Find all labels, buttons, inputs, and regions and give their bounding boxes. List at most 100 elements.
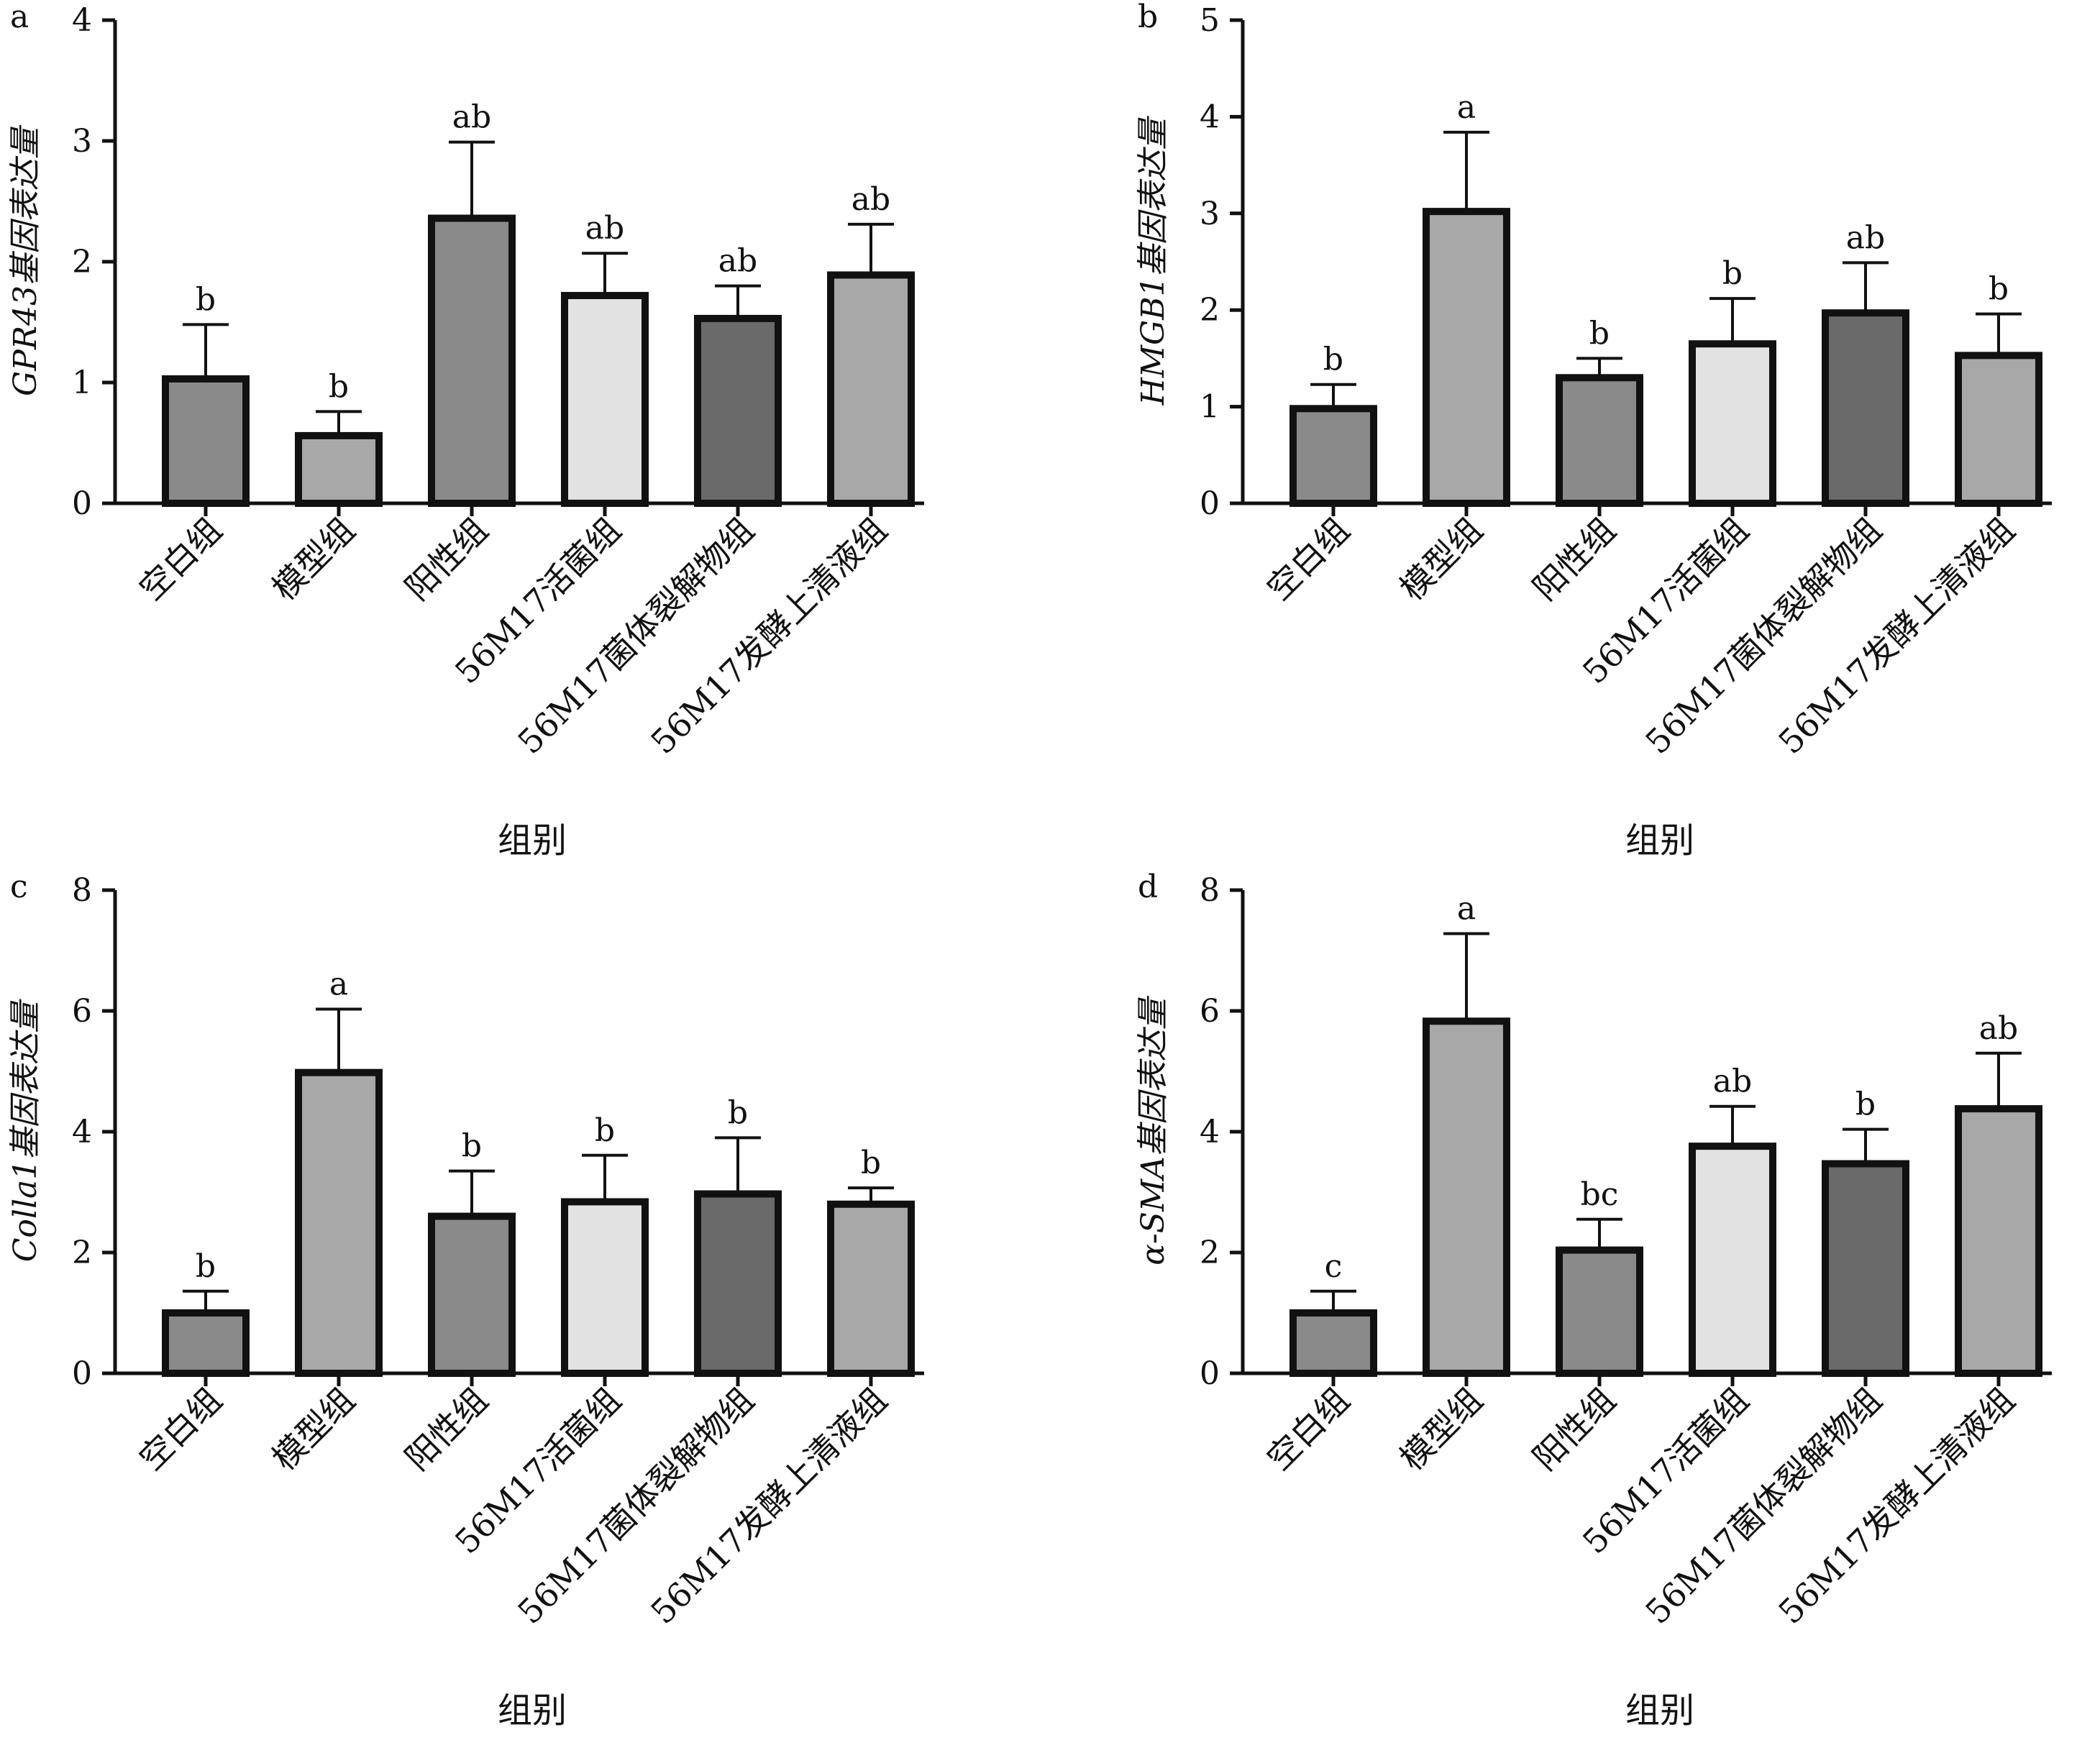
- significance-label: b: [1589, 315, 1610, 352]
- x-tick-label: 阳性组: [1525, 1380, 1623, 1478]
- significance-label: b: [1989, 271, 2009, 308]
- significance-label: b: [196, 281, 216, 318]
- chart-panel-c: c02468Colla1基因表达量b空白组a模型组b阳性组b56M17活菌组b5…: [7, 869, 924, 1731]
- significance-label: ab: [1846, 219, 1885, 256]
- x-tick-label: 空白组: [1259, 510, 1357, 608]
- panel-letter: b: [1138, 0, 1158, 35]
- bar: [1822, 1160, 1909, 1377]
- bar: [827, 1200, 915, 1377]
- x-tick-label: 空白组: [132, 1380, 229, 1478]
- significance-label: ab: [452, 99, 491, 136]
- bar: [1289, 405, 1377, 508]
- significance-label: b: [329, 368, 349, 405]
- y-axis-label: HMGB1基因表达量: [1135, 116, 1172, 406]
- bar: [694, 314, 782, 507]
- x-tick-label: 56M17发酵上清液组: [643, 1380, 894, 1631]
- x-tick-label: 模型组: [265, 1380, 362, 1478]
- y-tick-label: 2: [1200, 292, 1220, 329]
- y-tick-label: 0: [72, 1355, 92, 1392]
- y-tick-label: 4: [1200, 1114, 1220, 1150]
- significance-label: ab: [585, 210, 624, 247]
- y-tick-label: 3: [72, 123, 92, 160]
- y-tick-label: 6: [1200, 993, 1220, 1030]
- x-tick-label: 模型组: [265, 510, 362, 608]
- significance-label: b: [861, 1145, 881, 1181]
- y-tick-label: 3: [1200, 196, 1220, 232]
- significance-label: b: [196, 1248, 216, 1285]
- y-axis-label: GPR43基因表达量: [7, 124, 44, 396]
- significance-label: ab: [1713, 1063, 1752, 1100]
- y-tick-label: 1: [72, 365, 92, 401]
- bar: [295, 431, 383, 507]
- y-tick-label: 0: [1200, 1355, 1220, 1392]
- y-axis-label: Colla1基因表达量: [7, 999, 44, 1263]
- x-tick-label: 空白组: [1259, 1380, 1357, 1478]
- bar: [295, 1068, 383, 1377]
- x-tick-label: 56M17菌体裂解物组: [510, 1380, 761, 1631]
- x-tick-label: 56M17菌体裂解物组: [1638, 510, 1889, 761]
- bar: [1423, 208, 1510, 507]
- x-tick-label: 空白组: [132, 510, 229, 608]
- x-tick-label: 阳性组: [1525, 510, 1623, 608]
- x-tick-label: 56M17发酵上清液组: [643, 510, 894, 761]
- bar: [827, 271, 915, 507]
- bar: [1289, 1309, 1377, 1377]
- x-tick-label: 阳性组: [398, 510, 496, 608]
- panel-letter: c: [10, 869, 28, 905]
- x-axis-label: 组别: [498, 820, 567, 861]
- y-tick-label: 5: [1200, 2, 1220, 39]
- significance-label: bc: [1581, 1176, 1619, 1213]
- y-tick-label: 8: [1200, 872, 1220, 909]
- y-tick-label: 0: [1200, 485, 1220, 522]
- significance-label: a: [1457, 890, 1476, 927]
- x-tick-label: 阳性组: [398, 1380, 496, 1478]
- y-tick-label: 4: [1200, 99, 1220, 135]
- significance-label: ab: [718, 243, 757, 280]
- y-tick-label: 2: [1200, 1235, 1220, 1271]
- bar: [428, 1212, 516, 1377]
- y-tick-label: 4: [72, 1114, 92, 1150]
- bar: [561, 1198, 649, 1377]
- significance-label: b: [462, 1128, 482, 1165]
- bar: [162, 1309, 250, 1377]
- bar: [1689, 1143, 1776, 1377]
- bar: [1955, 1105, 2042, 1377]
- bar: [1423, 1017, 1510, 1377]
- y-tick-label: 4: [72, 2, 92, 39]
- x-axis-label: 组别: [1625, 820, 1694, 861]
- bar: [561, 292, 649, 507]
- bar: [162, 375, 250, 508]
- y-tick-label: 1: [1200, 389, 1220, 426]
- bar: [694, 1190, 782, 1377]
- significance-label: b: [1855, 1086, 1876, 1123]
- y-tick-label: 6: [72, 993, 92, 1030]
- x-tick-label: 模型组: [1392, 1380, 1490, 1478]
- chart-panel-d: d02468α-SMA基因表达量c空白组a模型组bc阳性组ab56M17活菌组b…: [1135, 869, 2052, 1731]
- x-tick-label: 56M17菌体裂解物组: [1638, 1380, 1889, 1631]
- x-tick-label: 56M17发酵上清液组: [1771, 510, 2022, 761]
- x-tick-label: 模型组: [1392, 510, 1490, 608]
- bar: [428, 214, 516, 507]
- bar: [1822, 309, 1909, 507]
- y-tick-label: 2: [72, 1235, 92, 1271]
- bar: [1689, 340, 1776, 507]
- significance-label: c: [1325, 1248, 1343, 1285]
- significance-label: ab: [852, 181, 890, 218]
- significance-label: b: [1722, 255, 1743, 292]
- y-axis-label: α-SMA基因表达量: [1135, 995, 1172, 1265]
- bar: [1556, 374, 1643, 508]
- x-tick-label: 56M17发酵上清液组: [1771, 1380, 2022, 1631]
- y-tick-label: 2: [72, 244, 92, 280]
- x-axis-label: 组别: [1625, 1690, 1694, 1731]
- significance-label: b: [728, 1094, 748, 1131]
- significance-label: a: [329, 966, 348, 1002]
- panel-letter: a: [10, 0, 29, 35]
- bar: [1955, 352, 2042, 508]
- bar: [1556, 1246, 1643, 1378]
- x-axis-label: 组别: [498, 1690, 567, 1731]
- significance-label: ab: [1979, 1010, 2018, 1047]
- significance-label: b: [1323, 342, 1343, 378]
- significance-label: b: [595, 1112, 615, 1149]
